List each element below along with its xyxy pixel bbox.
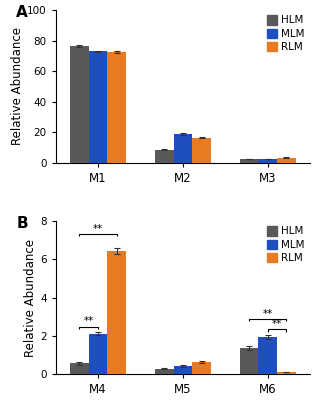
Text: A: A <box>16 6 28 20</box>
Bar <box>70 46 89 163</box>
Legend: HLM, MLM, RLM: HLM, MLM, RLM <box>267 226 305 263</box>
Text: **: ** <box>263 309 273 319</box>
Bar <box>192 362 211 374</box>
Legend: HLM, MLM, RLM: HLM, MLM, RLM <box>267 15 305 52</box>
Bar <box>174 134 192 163</box>
Bar <box>89 51 107 163</box>
Bar <box>155 150 174 163</box>
Y-axis label: Relative Abundance: Relative Abundance <box>24 238 37 356</box>
Bar <box>240 159 258 163</box>
Bar <box>107 251 126 374</box>
Text: B: B <box>16 216 28 232</box>
Bar <box>240 348 258 374</box>
Bar <box>174 366 192 374</box>
Y-axis label: Relative Abundance: Relative Abundance <box>11 28 24 146</box>
Text: **: ** <box>84 316 94 326</box>
Bar <box>277 372 296 374</box>
Bar <box>277 158 296 163</box>
Bar <box>70 364 89 374</box>
Bar <box>107 52 126 163</box>
Bar <box>89 334 107 374</box>
Bar <box>192 138 211 163</box>
Bar <box>155 369 174 374</box>
Bar <box>258 159 277 163</box>
Bar <box>258 337 277 374</box>
Text: **: ** <box>272 319 282 329</box>
Text: **: ** <box>93 224 103 234</box>
